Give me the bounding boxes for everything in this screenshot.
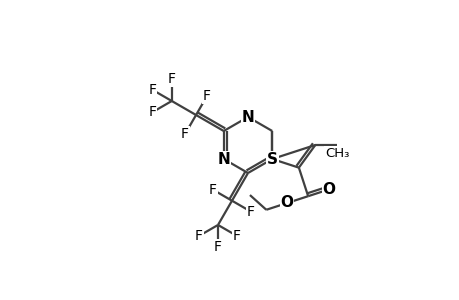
Text: F: F xyxy=(148,105,157,119)
Text: O: O xyxy=(322,182,335,197)
Text: F: F xyxy=(246,205,254,219)
Text: S: S xyxy=(266,152,277,166)
Text: F: F xyxy=(195,229,202,243)
Text: F: F xyxy=(181,127,189,141)
Text: N: N xyxy=(217,152,230,166)
Text: F: F xyxy=(148,83,157,97)
Text: F: F xyxy=(213,240,222,254)
Text: F: F xyxy=(202,89,211,103)
Text: N: N xyxy=(241,110,254,124)
Text: CH₃: CH₃ xyxy=(325,147,349,160)
Text: F: F xyxy=(208,183,217,197)
Text: F: F xyxy=(168,72,175,86)
Text: F: F xyxy=(233,229,241,243)
Text: O: O xyxy=(280,196,293,211)
